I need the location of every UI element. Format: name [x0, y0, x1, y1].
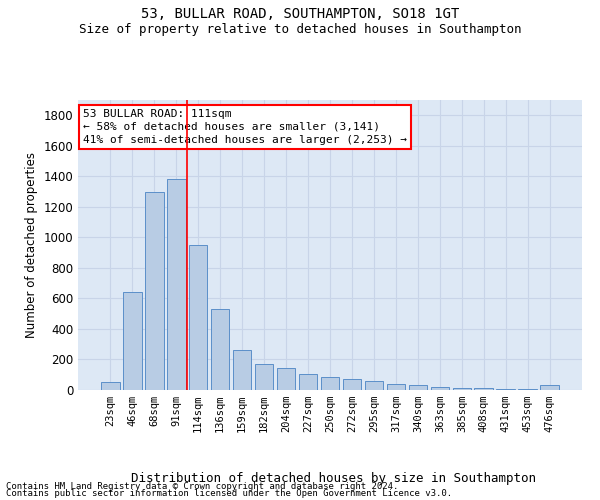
- Bar: [277, 368, 295, 390]
- Bar: [189, 245, 208, 390]
- Bar: [101, 382, 119, 390]
- Bar: [343, 378, 361, 390]
- Bar: [452, 388, 471, 390]
- Bar: [541, 386, 559, 390]
- Bar: [496, 389, 515, 390]
- Bar: [233, 350, 251, 390]
- Bar: [386, 384, 405, 390]
- Bar: [123, 292, 142, 390]
- Bar: [167, 180, 185, 390]
- Bar: [299, 374, 317, 390]
- Bar: [145, 192, 164, 390]
- Y-axis label: Number of detached properties: Number of detached properties: [25, 152, 38, 338]
- Bar: [409, 386, 427, 390]
- Bar: [255, 364, 274, 390]
- Bar: [431, 387, 449, 390]
- Bar: [320, 377, 340, 390]
- Bar: [211, 309, 229, 390]
- Text: 53 BULLAR ROAD: 111sqm
← 58% of detached houses are smaller (3,141)
41% of semi-: 53 BULLAR ROAD: 111sqm ← 58% of detached…: [83, 108, 407, 145]
- Bar: [475, 388, 493, 390]
- Bar: [365, 381, 383, 390]
- Text: Contains HM Land Registry data © Crown copyright and database right 2024.: Contains HM Land Registry data © Crown c…: [6, 482, 398, 491]
- Text: Contains public sector information licensed under the Open Government Licence v3: Contains public sector information licen…: [6, 490, 452, 498]
- Bar: [518, 389, 537, 390]
- Text: 53, BULLAR ROAD, SOUTHAMPTON, SO18 1GT: 53, BULLAR ROAD, SOUTHAMPTON, SO18 1GT: [141, 8, 459, 22]
- Text: Distribution of detached houses by size in Southampton: Distribution of detached houses by size …: [131, 472, 536, 485]
- Text: Size of property relative to detached houses in Southampton: Size of property relative to detached ho…: [79, 22, 521, 36]
